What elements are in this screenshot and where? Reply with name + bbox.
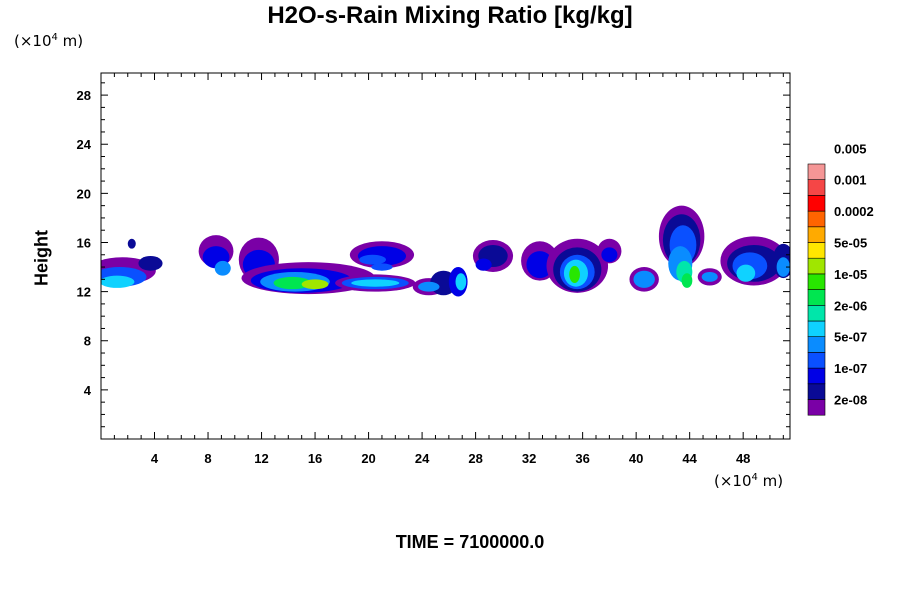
field-contour: [526, 251, 554, 279]
field-contour: [736, 264, 756, 282]
field-contour: [569, 265, 580, 284]
colorbar-swatch: [807, 195, 826, 212]
field-contour: [138, 256, 163, 271]
y-tick-label: 16: [77, 235, 91, 250]
colorbar-swatch: [807, 179, 826, 196]
colorbar-swatch: [807, 320, 826, 337]
field-contour: [776, 257, 790, 277]
chart-title: H2O-s-Rain Mixing Ratio [kg/kg]: [267, 2, 633, 29]
colorbar-swatch: [807, 352, 826, 369]
colorbar-swatch: [807, 226, 826, 243]
y-tick-label: 12: [77, 285, 91, 300]
y-axis-unit: (×104 m): [14, 32, 84, 50]
field-contour: [273, 276, 312, 290]
colorbar-label: 0.001: [834, 173, 867, 188]
field-contour: [633, 270, 655, 288]
x-tick-label: 44: [682, 451, 697, 466]
field-contour: [101, 275, 135, 288]
colorbar-label: 1e-07: [834, 361, 867, 376]
field-contour: [701, 271, 718, 282]
field-contour: [301, 279, 329, 290]
colorbar-label: 0.005: [834, 141, 867, 156]
x-tick-label: 8: [204, 451, 211, 466]
field-contour: [371, 263, 393, 271]
mixing-ratio-field: [101, 205, 790, 297]
field-contour: [601, 247, 618, 263]
field-contour: [214, 260, 231, 276]
field-contour: [127, 238, 136, 249]
field-contour: [455, 273, 467, 291]
colorbar-swatch: [807, 163, 826, 180]
colorbar-label: 5e-07: [834, 330, 867, 345]
x-tick-label: 36: [575, 451, 589, 466]
colorbar-label: 2e-08: [834, 393, 867, 408]
colorbar-label: 1e-05: [834, 267, 867, 282]
field-contour: [351, 279, 400, 287]
y-tick-label: 8: [84, 334, 91, 349]
colorbar-swatch: [807, 383, 826, 400]
colorbar-swatch: [807, 304, 826, 322]
colorbar-swatch: [807, 210, 826, 228]
x-tick-label: 20: [361, 451, 375, 466]
x-tick-label: 32: [522, 451, 536, 466]
x-tick-label: 4: [151, 451, 159, 466]
field-contour: [681, 273, 693, 288]
colorbar-swatch: [807, 367, 826, 385]
field-contour: [418, 281, 440, 292]
y-tick-label: 20: [77, 186, 91, 201]
colorbar: 2e-08 1e-07 5e-07 2e-06 1e-05 5e-05 0.0002 0.00…: [807, 141, 874, 416]
plot-frame: [100, 72, 791, 440]
colorbar-label: 5e-05: [834, 236, 867, 251]
x-tick-label: 12: [254, 451, 268, 466]
colorbar-swatch: [807, 336, 826, 353]
x-tick-label: 28: [468, 451, 482, 466]
y-tick-label: 28: [77, 88, 91, 103]
y-tick-label: 24: [77, 137, 92, 152]
colorbar-label: 0.0002: [834, 204, 874, 219]
colorbar-swatch: [807, 289, 826, 306]
colorbar-swatch: [807, 242, 826, 259]
field-contour: [475, 258, 492, 271]
colorbar-label: 2e-06: [834, 298, 867, 313]
time-label: TIME = 7100000.0: [395, 532, 545, 552]
colorbar-swatch: [807, 257, 826, 275]
x-axis-unit: (×104 m): [714, 472, 784, 490]
colorbar-swatch: [807, 399, 826, 416]
x-tick-label: 24: [415, 451, 430, 466]
field-contour: [359, 254, 386, 265]
x-tick-label: 40: [629, 451, 643, 466]
x-tick-label: 48: [736, 451, 750, 466]
y-tick-label: 4: [84, 383, 92, 398]
colorbar-swatch: [807, 273, 826, 290]
x-tick-label: 16: [308, 451, 322, 466]
